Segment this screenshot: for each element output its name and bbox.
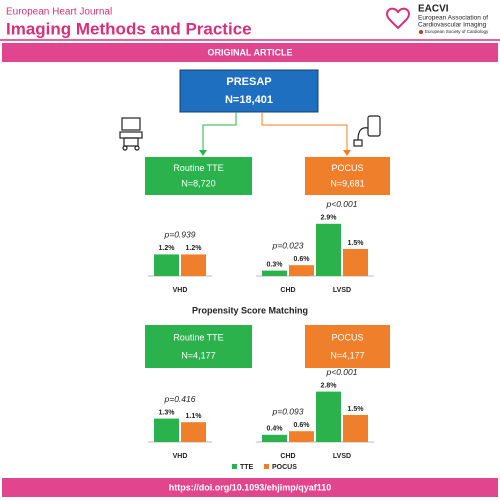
p-value: p=0.093 <box>272 406 304 416</box>
bar <box>343 249 368 276</box>
value-label: 2.8% <box>321 382 338 389</box>
legend-swatch <box>232 464 237 469</box>
doi: https://doi.org/10.1093/ehjimp/qyaf110 <box>169 482 332 492</box>
group-box <box>145 157 252 195</box>
group-box <box>145 325 252 368</box>
group-label: POCUS <box>331 163 363 173</box>
value-label: 1.1% <box>186 413 203 420</box>
value-label: 1.2% <box>186 245 203 252</box>
connector <box>261 112 348 153</box>
root-title: PRESAP <box>226 76 271 88</box>
bar <box>289 431 314 442</box>
journal-name: European Heart Journal <box>6 7 112 18</box>
connector <box>202 112 237 153</box>
section-title: Propensity Score Matching <box>192 305 308 315</box>
value-label: 1.5% <box>348 406 365 413</box>
journal-title: Imaging Methods and Practice <box>6 19 252 38</box>
p-value: p<0.001 <box>326 367 358 377</box>
bar <box>181 254 206 276</box>
bar <box>343 415 368 442</box>
category-label: VHD <box>173 287 188 294</box>
echo-machine-icon <box>119 117 143 151</box>
logo-heart <box>386 7 410 30</box>
p-value: p=0.416 <box>164 394 196 404</box>
bar <box>316 223 341 276</box>
legend-label: POCUS <box>272 464 297 471</box>
category-label: CHD <box>280 453 295 460</box>
logo-name: EACVI <box>418 4 449 15</box>
bar <box>181 422 206 442</box>
bar <box>262 270 287 276</box>
value-label: 0.6% <box>294 256 311 263</box>
bar <box>154 254 179 276</box>
arrow-head <box>199 150 207 156</box>
legend-label: TTE <box>240 464 254 471</box>
value-label: 0.4% <box>267 426 284 433</box>
bar <box>262 434 287 442</box>
bar <box>154 418 179 442</box>
group-count: N=8,720 <box>181 179 215 189</box>
value-label: 0.6% <box>294 422 311 429</box>
category-label: VHD <box>173 453 188 460</box>
logo-line: Cardiovascular Imaging <box>418 22 487 29</box>
banner-text: ORIGINAL ARTICLE <box>208 47 293 57</box>
bar <box>289 265 314 276</box>
root-count: N=18,401 <box>225 94 273 106</box>
group-box <box>305 325 390 368</box>
root-box <box>179 69 319 113</box>
group-count: N=9,681 <box>330 179 364 189</box>
esc-mark <box>419 30 423 34</box>
p-value: p=0.939 <box>164 230 196 240</box>
value-label: 1.3% <box>159 409 176 416</box>
group-label: POCUS <box>331 332 363 342</box>
value-label: 1.5% <box>348 240 365 247</box>
group-label: Routine TTE <box>173 163 223 173</box>
pocus-icon <box>353 115 381 147</box>
bar <box>316 391 341 442</box>
group-label: Routine TTE <box>173 332 223 342</box>
category-label: LVSD <box>333 453 351 460</box>
category-label: CHD <box>280 287 295 294</box>
doi-banner <box>2 478 498 497</box>
logo-line: European Association of <box>418 15 488 22</box>
p-value: p<0.001 <box>326 199 358 209</box>
category-label: LVSD <box>333 287 351 294</box>
banner <box>2 43 498 62</box>
value-label: 2.9% <box>321 215 338 222</box>
group-count: N=4,177 <box>330 350 364 360</box>
logo-society: European Society of Cardiology <box>425 29 489 34</box>
group-count: N=4,177 <box>181 350 215 360</box>
value-label: 1.2% <box>159 245 176 252</box>
value-label: 0.3% <box>267 261 284 268</box>
legend-swatch <box>264 464 269 469</box>
p-value: p=0.023 <box>272 240 304 250</box>
group-box <box>305 157 390 195</box>
arrow-head <box>343 150 351 156</box>
